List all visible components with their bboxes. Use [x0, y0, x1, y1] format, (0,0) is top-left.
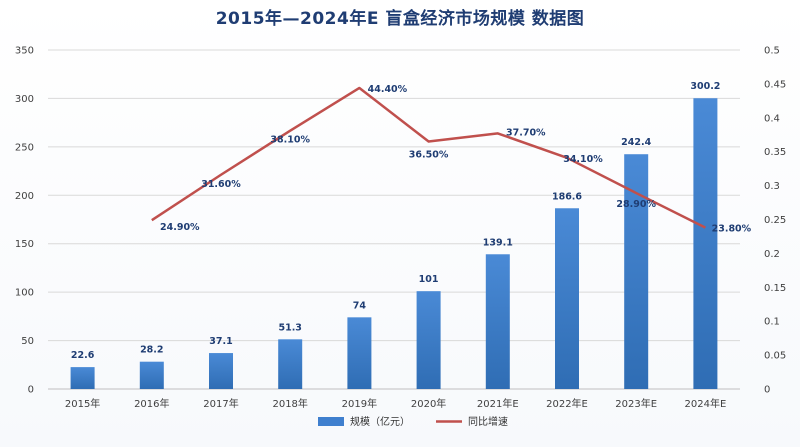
legend-label-line: 同比增速: [468, 415, 508, 428]
bar-value-label: 37.1: [209, 336, 232, 347]
line-value-label: 31.60%: [201, 179, 241, 190]
line-value-label: 23.80%: [712, 224, 752, 235]
y-right-tick-label: 0.5: [764, 46, 780, 57]
y-left-tick-label: 300: [15, 94, 34, 105]
line-value-label: 36.50%: [409, 150, 449, 161]
x-tick-label: 2015年: [65, 397, 100, 410]
y-left-tick-label: 250: [15, 142, 34, 153]
y-left-tick-label: 0: [28, 385, 34, 396]
bar: [70, 367, 95, 389]
bar: [693, 98, 718, 389]
bar-value-label: 139.1: [483, 237, 513, 248]
bar: [485, 254, 510, 389]
line-value-label: 44.40%: [368, 84, 408, 95]
line-value-label: 34.10%: [563, 154, 603, 165]
bar: [209, 353, 233, 389]
bar: [416, 291, 441, 389]
x-tick-label: 2018年: [272, 397, 307, 410]
y-right-tick-label: 0.05: [764, 351, 786, 362]
bar: [139, 361, 164, 389]
y-right-tick-label: 0.45: [764, 79, 786, 90]
y-left-tick-label: 350: [15, 46, 34, 57]
y-right-tick-label: 0.35: [764, 147, 786, 158]
growth-line: [151, 86, 706, 229]
bar-value-label: 300.2: [690, 81, 720, 92]
bar-value-label: 28.2: [140, 345, 163, 356]
line-value-label: 37.70%: [506, 127, 546, 138]
y-right-tick-label: 0.3: [764, 181, 780, 192]
bar-value-label: 101: [419, 274, 439, 285]
y-left-tick-label: 100: [15, 288, 34, 299]
bar: [555, 208, 579, 389]
line-value-label: 38.10%: [270, 135, 310, 146]
line-value-label: 28.90%: [616, 199, 656, 210]
legend-label-bar: 规模（亿元）: [350, 415, 410, 428]
bar: [347, 317, 372, 389]
y-right-tick-label: 0.15: [764, 283, 786, 294]
bar-value-label: 242.4: [621, 137, 651, 148]
y-left-tick-label: 150: [15, 239, 34, 250]
x-tick-label: 2022年E: [546, 397, 588, 410]
y-left-tick-label: 50: [21, 336, 34, 347]
x-tick-label: 2023年E: [615, 397, 657, 410]
legend-swatch-bar: [318, 417, 344, 426]
bar-value-label: 22.6: [71, 350, 95, 361]
x-tick-label: 2021年E: [477, 397, 519, 410]
y-right-tick-label: 0.1: [764, 317, 780, 328]
bar-value-label: 74: [353, 300, 367, 311]
y-right-tick-label: 0.25: [764, 215, 786, 226]
chart-title: 2015年—2024年E 盲盒经济市场规模 数据图: [215, 9, 585, 29]
y-right-tick-label: 0.2: [764, 249, 780, 260]
y-left-tick-label: 200: [15, 191, 34, 202]
x-tick-label: 2019年: [342, 397, 377, 410]
line-value-label: 24.90%: [160, 222, 200, 233]
x-tick-label: 2020年: [411, 397, 446, 410]
bar-value-label: 186.6: [552, 191, 582, 202]
x-tick-label: 2016年: [134, 397, 169, 410]
x-tick-label: 2017年: [203, 397, 238, 410]
x-tick-label: 2024年E: [685, 397, 727, 410]
bar-value-label: 51.3: [278, 322, 301, 333]
bar: [278, 339, 303, 389]
y-right-tick-label: 0: [764, 385, 770, 396]
y-right-tick-label: 0.4: [764, 113, 780, 124]
